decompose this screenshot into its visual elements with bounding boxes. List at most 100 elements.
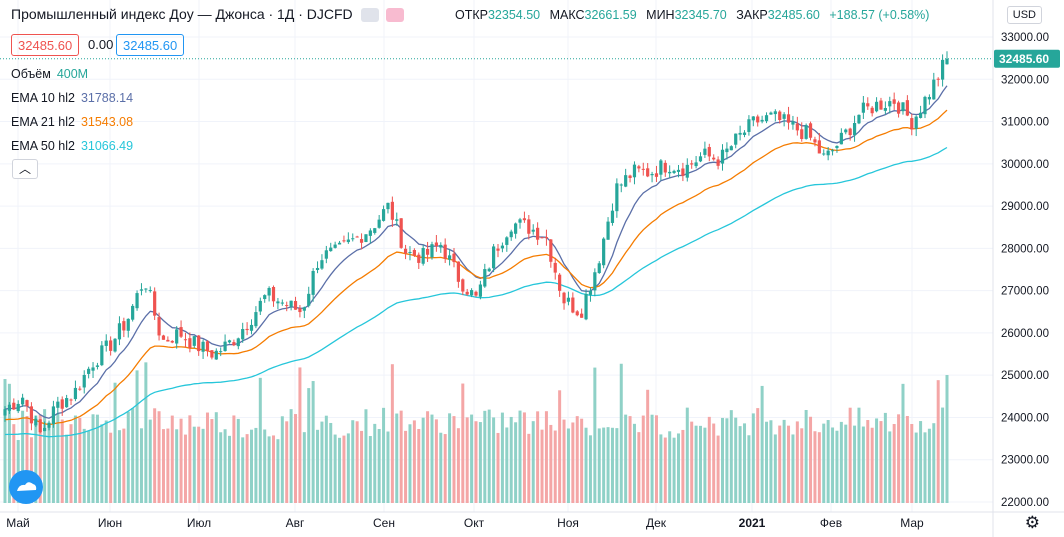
volume-bar [100,424,104,503]
candle-body [896,102,901,114]
candle-body [205,341,210,352]
candle-body [698,156,703,162]
candle [311,268,315,302]
candle [654,165,659,183]
volume-bar [734,417,738,503]
volume-bar [324,415,328,503]
volume-bar [584,427,588,503]
volume-bar [434,419,438,503]
spread-value: 0.00 [88,37,114,52]
candle-body [725,148,729,153]
candle-body [624,175,628,187]
candle [641,162,645,176]
compare-icon[interactable] [386,8,405,23]
volume-bar [236,418,240,503]
candle-body [197,335,201,352]
candle-body [883,107,887,111]
candle [566,291,571,306]
volume-bar [364,409,368,503]
candle-body [161,335,166,340]
volume-bar [698,425,702,503]
last-price-tag [994,49,1060,68]
candle-body [747,119,751,132]
volume-bar [844,424,848,503]
volume-bar [320,421,324,503]
volume-bar [712,423,716,503]
candle-body [131,305,135,320]
volume-bar [351,420,355,503]
candle [945,51,949,65]
candle-body [298,308,302,313]
gear-icon[interactable]: ⚙ [1024,513,1040,532]
candle [646,163,650,178]
candle [452,247,456,268]
ema21-legend[interactable]: EMA 21 hl2 31543.08 [11,115,133,129]
candle [808,121,813,141]
volume-bar [509,416,513,503]
volume-bar [566,428,570,503]
volume-bar [219,432,223,503]
candle-body [804,125,808,139]
chevron-up-icon[interactable]: ︿ [12,159,38,179]
volume-bar [430,414,434,503]
ema10-legend[interactable]: EMA 10 hl2 31788.14 [11,91,133,105]
volume-bar [65,434,69,503]
candle-body [311,270,315,295]
volume-bar [809,416,813,503]
candle [901,102,905,115]
candle-body [703,148,707,155]
candle-body [7,404,12,411]
candle [751,116,755,127]
candle-body [808,123,813,138]
candle [298,305,302,318]
ask-button[interactable]: 32485.60 [116,34,185,56]
candle-body [109,340,113,351]
time-tick-label: Авг [286,516,305,530]
ema50-legend[interactable]: EMA 50 hl2 31066.49 [11,139,133,153]
candle [729,145,733,151]
candle [166,336,170,342]
volume-bar [804,409,808,503]
volume-legend[interactable]: Объём 400M [11,67,88,81]
volume-bar [654,415,658,503]
candle-body [91,367,95,371]
volume-bar [716,435,720,503]
volume-bar [549,424,553,503]
bid-button[interactable]: 32485.60 [11,34,80,56]
candle-body [509,231,513,238]
candle-body [830,150,835,152]
candle-body [558,274,562,291]
candle [927,94,931,105]
candle [65,394,69,408]
candle [562,291,566,310]
volume-bar [945,375,949,503]
candle-body [82,374,86,388]
volume-bar [721,417,725,503]
candle [104,334,108,352]
tradingview-logo-icon[interactable] [9,470,43,504]
candle-body [395,219,399,221]
volume-bar [161,429,165,503]
candle-body [241,329,245,340]
candle-body [47,422,51,428]
candle [403,244,408,260]
candle [113,338,117,353]
candle [447,249,452,266]
volume-bar [694,425,698,503]
volume-bar [302,432,306,503]
candle [610,203,615,226]
hide-icon[interactable] [360,8,379,23]
volume-bar [791,434,795,503]
candle-body [439,244,443,248]
volume-bar [474,421,478,503]
candle-body [492,246,496,269]
candle-body [738,132,742,135]
candle [932,72,936,100]
volume-bar [848,407,852,503]
candle-body [346,239,350,243]
currency-button[interactable]: USD [1006,6,1042,24]
volume-bar [280,416,284,503]
candle [60,396,64,416]
